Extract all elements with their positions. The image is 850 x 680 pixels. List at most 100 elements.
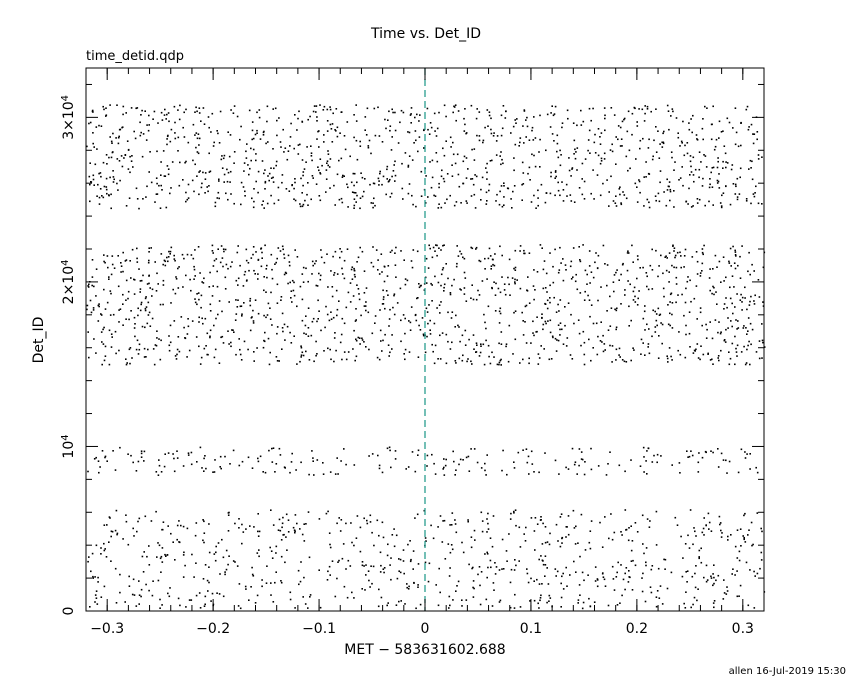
data-point — [432, 537, 435, 540]
data-point — [760, 527, 762, 530]
data-point — [95, 352, 97, 354]
data-point — [657, 307, 660, 310]
chart-subtitle: time_detid.qdp — [86, 49, 184, 64]
data-point — [486, 553, 489, 555]
data-point — [104, 456, 106, 459]
data-point — [343, 448, 345, 450]
data-point — [355, 308, 357, 310]
data-point — [365, 134, 368, 136]
data-point — [596, 579, 599, 581]
data-point — [668, 347, 671, 349]
data-point — [122, 251, 124, 254]
data-point — [480, 199, 482, 201]
data-point — [158, 544, 161, 547]
data-point — [596, 578, 599, 580]
data-point — [431, 343, 433, 346]
data-point — [433, 322, 436, 325]
data-point — [627, 110, 630, 113]
data-point — [395, 276, 397, 278]
data-point — [167, 260, 169, 263]
data-point — [201, 182, 203, 185]
data-point — [540, 516, 542, 518]
data-point — [170, 532, 172, 535]
data-point — [203, 347, 206, 350]
data-point — [111, 530, 114, 533]
data-point — [193, 278, 195, 280]
data-point — [95, 456, 97, 459]
data-point — [170, 187, 172, 189]
data-point — [445, 115, 447, 118]
data-point — [372, 206, 374, 209]
data-point — [579, 594, 581, 596]
data-point — [567, 515, 570, 517]
data-point — [725, 185, 727, 188]
data-point — [357, 288, 360, 290]
data-point — [424, 561, 427, 564]
data-point — [291, 452, 293, 455]
data-point — [349, 301, 352, 303]
data-point — [240, 125, 242, 128]
data-point — [436, 307, 438, 309]
data-point — [236, 565, 239, 567]
data-point — [499, 599, 502, 602]
data-point — [736, 177, 739, 180]
data-point — [236, 306, 239, 308]
data-point — [703, 517, 705, 519]
data-point — [229, 170, 232, 173]
data-point — [208, 523, 210, 525]
data-point — [501, 469, 503, 472]
data-point — [737, 327, 740, 329]
data-point — [263, 314, 265, 317]
data-point — [706, 107, 708, 109]
data-point — [359, 207, 361, 210]
data-point — [551, 335, 554, 338]
data-point — [306, 193, 308, 196]
data-point — [732, 245, 734, 248]
data-point — [387, 119, 389, 121]
data-point — [339, 256, 341, 259]
data-point — [356, 261, 358, 263]
data-point — [577, 599, 580, 601]
data-point — [304, 324, 307, 327]
data-point — [163, 259, 166, 262]
data-point — [499, 307, 502, 310]
data-point — [377, 605, 380, 608]
data-point — [127, 453, 129, 455]
data-point — [146, 283, 149, 285]
data-point — [566, 195, 568, 197]
data-point — [397, 142, 400, 144]
data-point — [244, 270, 247, 273]
data-point — [296, 129, 298, 131]
data-point — [235, 279, 238, 282]
data-point — [393, 294, 395, 297]
data-point — [187, 318, 189, 320]
data-point — [713, 582, 715, 585]
data-point — [543, 260, 546, 262]
data-point — [382, 536, 385, 539]
data-point — [454, 360, 457, 362]
data-point — [236, 251, 239, 254]
data-point — [627, 169, 629, 172]
data-point — [334, 332, 336, 334]
data-point — [257, 530, 259, 533]
data-point — [331, 295, 334, 298]
data-point — [196, 137, 199, 140]
data-point — [450, 317, 453, 319]
data-point — [366, 522, 369, 525]
data-point — [514, 559, 516, 561]
data-point — [758, 296, 761, 298]
data-point — [98, 124, 100, 127]
data-point — [139, 291, 141, 293]
data-point — [762, 341, 764, 344]
data-point — [696, 343, 699, 345]
data-point — [611, 538, 614, 541]
data-point — [165, 555, 167, 557]
data-point — [89, 121, 92, 124]
data-point — [455, 119, 457, 122]
data-point — [128, 348, 131, 351]
data-point — [233, 162, 235, 164]
data-point — [300, 461, 302, 464]
data-point — [227, 563, 229, 566]
data-point — [138, 594, 141, 596]
data-point — [318, 272, 320, 275]
